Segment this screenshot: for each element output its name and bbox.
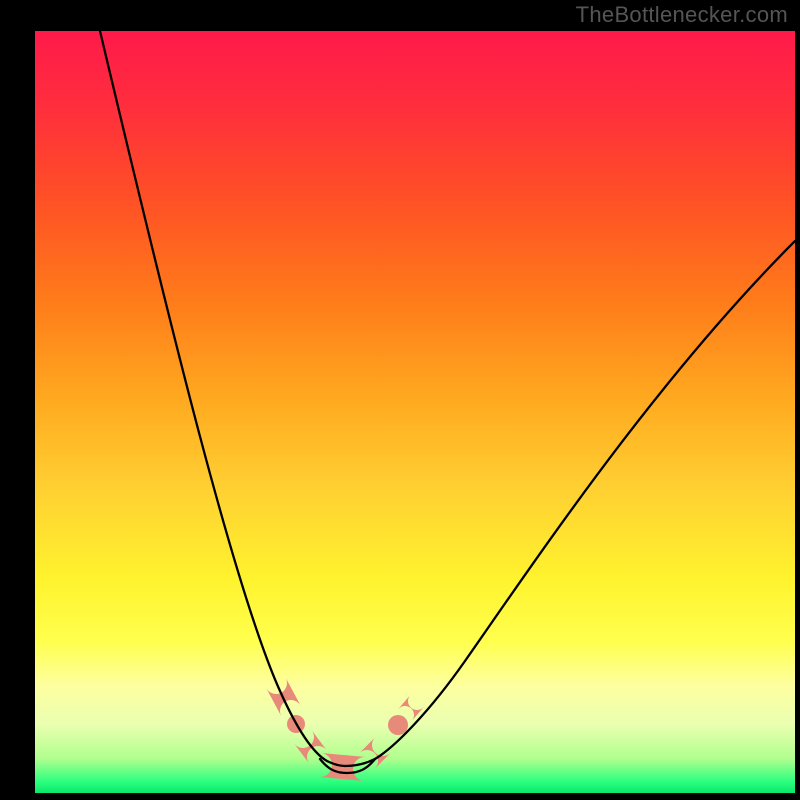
chart-svg [35, 31, 795, 793]
gradient-background [35, 31, 795, 793]
bottleneck-chart [35, 31, 795, 793]
watermark-text: TheBottlenecker.com [576, 2, 788, 28]
